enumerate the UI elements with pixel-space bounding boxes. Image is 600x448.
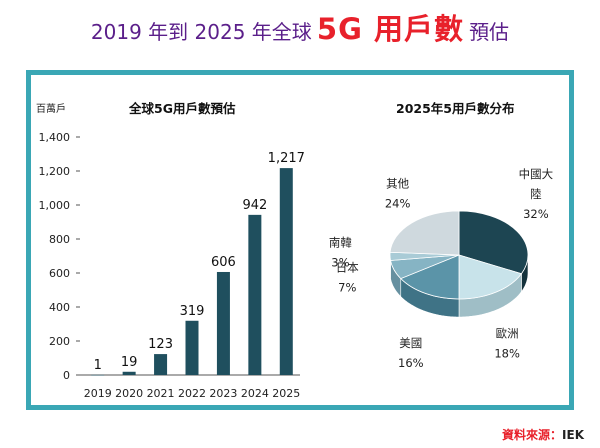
x-tick-label: 2024 bbox=[241, 387, 269, 400]
y-tick-label: 200 bbox=[49, 335, 70, 348]
pie-slice bbox=[389, 210, 460, 256]
bar-data-label: 123 bbox=[148, 337, 173, 352]
x-tick-label: 2020 bbox=[115, 387, 143, 400]
bar-data-label: 319 bbox=[180, 304, 205, 319]
pie-slice bbox=[400, 254, 460, 300]
y-tick-label: 800 bbox=[49, 233, 70, 246]
bar-data-label: 19 bbox=[121, 355, 138, 370]
bar bbox=[122, 371, 136, 375]
pie-percent-label: 24% bbox=[385, 196, 411, 210]
pie-name-label: 歐洲 bbox=[496, 326, 519, 340]
pie-percent-label: 32% bbox=[523, 207, 549, 221]
y-axis-unit: 百萬戶 bbox=[36, 104, 66, 115]
y-tick-label: 600 bbox=[49, 267, 70, 280]
source-note: 資料來源：IEK bbox=[502, 426, 584, 443]
pie-percent-label: 7% bbox=[338, 281, 356, 295]
title-suffix: 預估 bbox=[469, 20, 510, 44]
pie-percent-label: 16% bbox=[398, 356, 424, 370]
x-tick-label: 2021 bbox=[147, 387, 175, 400]
title-years: 2019 年到 2025 年全球 bbox=[90, 20, 312, 44]
pie-name-label: 中國大 bbox=[519, 167, 554, 181]
pie-chart-title: 2025年5用戶數分布 bbox=[396, 101, 515, 116]
pie-slice bbox=[458, 254, 523, 300]
pie-name-label: 南韓 bbox=[329, 235, 352, 249]
bar-data-label: 942 bbox=[242, 198, 267, 213]
bar-data-label: 606 bbox=[211, 255, 236, 270]
bar bbox=[154, 354, 168, 375]
pie-name-label: 陸 bbox=[530, 187, 542, 201]
page-title: 2019 年到 2025 年全球 5G 用戶數 預估 bbox=[0, 6, 600, 48]
x-tick-label: 2019 bbox=[84, 387, 112, 400]
bar bbox=[91, 374, 105, 376]
pie-percent-label: 3% bbox=[331, 255, 349, 269]
pie-slice bbox=[458, 210, 529, 275]
y-tick-label: 0 bbox=[63, 369, 70, 382]
x-tick-label: 2023 bbox=[209, 387, 237, 400]
bar bbox=[185, 320, 199, 375]
bar-data-label: 1 bbox=[94, 358, 102, 373]
source-value: IEK bbox=[562, 428, 584, 442]
bar bbox=[279, 168, 293, 375]
y-tick-label: 1,200 bbox=[39, 165, 71, 178]
pie-percent-label: 18% bbox=[494, 346, 520, 360]
bar-chart-title: 全球5G用戶數預估 bbox=[129, 101, 236, 116]
source-label: 資料來源： bbox=[502, 428, 563, 442]
x-tick-label: 2022 bbox=[178, 387, 206, 400]
y-tick-label: 1,000 bbox=[39, 199, 71, 212]
pie-name-label: 日本 bbox=[336, 261, 359, 275]
y-tick-label: 1,400 bbox=[39, 131, 71, 144]
y-tick-label: 400 bbox=[49, 301, 70, 314]
pie-name-label: 美國 bbox=[399, 336, 422, 350]
title-highlight: 5G 用戶數 bbox=[316, 12, 464, 46]
bar-data-label: 1,217 bbox=[268, 151, 305, 166]
x-tick-label: 2025 bbox=[272, 387, 300, 400]
bar bbox=[248, 214, 262, 375]
bar bbox=[216, 271, 230, 375]
pie-name-label: 其他 bbox=[386, 176, 409, 190]
